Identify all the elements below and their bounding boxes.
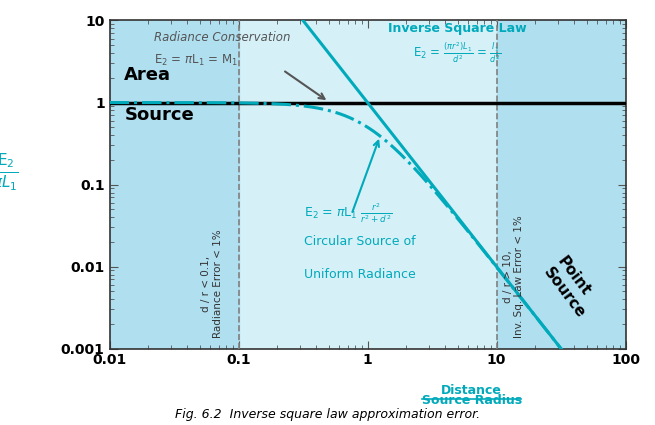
Text: Inverse Square Law: Inverse Square Law [388,23,527,35]
Text: Uniform Radiance: Uniform Radiance [304,269,415,281]
Text: Point
Source: Point Source [540,254,602,320]
Text: Source: Source [124,105,194,124]
Text: Distance: Distance [441,384,502,397]
Text: Radiance Conservation: Radiance Conservation [154,31,290,44]
Text: $\rm E_2$: $\rm E_2$ [0,151,14,170]
Text: E$_2$ = $\pi$L$_1$ $\frac{r^2}{r^2+d^2}$: E$_2$ = $\pi$L$_1$ $\frac{r^2}{r^2+d^2}$ [304,201,392,225]
Text: Circular Source of: Circular Source of [304,235,415,249]
Bar [496,20,626,348]
Text: Area: Area [124,65,171,84]
Bar [109,20,238,348]
Text: E$_2$ = $\pi$L$_1$ = M$_1$: E$_2$ = $\pi$L$_1$ = M$_1$ [154,53,238,68]
Text: E$_2$ = $\frac{(\pi r^2)L_1}{d^2}$ = $\frac{I_1}{d^2}$: E$_2$ = $\frac{(\pi r^2)L_1}{d^2}$ = $\f… [413,40,502,65]
Text: Source Radius: Source Radius [422,394,521,407]
Text: Fig. 6.2  Inverse square law approximation error.: Fig. 6.2 Inverse square law approximatio… [175,408,480,421]
Text: d / r < 0.1,
Radiance Error < 1%: d / r < 0.1, Radiance Error < 1% [201,230,223,338]
Text: $\overline{\pi L_1}$: $\overline{\pi L_1}$ [0,170,19,193]
Text: d / r > 10,
Inv. Sq. Law Error < 1%: d / r > 10, Inv. Sq. Law Error < 1% [502,215,524,338]
